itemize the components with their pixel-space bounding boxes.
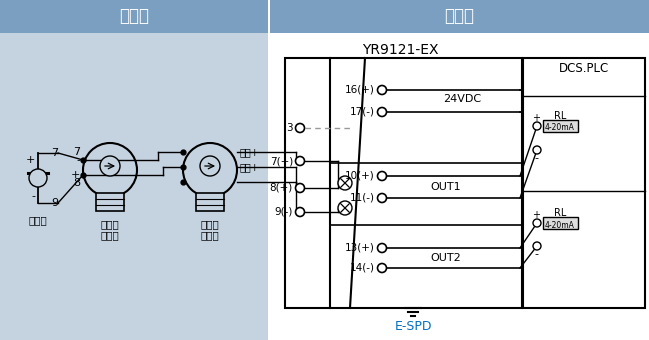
Text: 二线制
变送器: 二线制 变送器	[101, 219, 119, 241]
Bar	[285, 58, 522, 308]
Bar	[0, 33, 268, 340]
Circle shape	[378, 243, 387, 253]
Text: RL: RL	[554, 208, 566, 218]
Text: +: +	[25, 155, 35, 165]
Circle shape	[295, 123, 304, 133]
Bar	[0, 0, 268, 33]
Circle shape	[378, 264, 387, 272]
Circle shape	[378, 171, 387, 181]
Circle shape	[29, 169, 47, 187]
Circle shape	[533, 219, 541, 227]
Bar	[270, 0, 649, 33]
Text: RL: RL	[554, 111, 566, 121]
Text: 4-20mA: 4-20mA	[545, 123, 575, 133]
Circle shape	[533, 146, 541, 154]
Text: 7(+): 7(+)	[270, 156, 293, 166]
Text: +: +	[532, 210, 540, 220]
Circle shape	[295, 207, 304, 217]
Circle shape	[183, 143, 237, 197]
Text: 8(+): 8(+)	[270, 183, 293, 193]
Text: 三线制
变送器: 三线制 变送器	[201, 219, 219, 241]
Text: -: -	[76, 155, 80, 165]
Text: 信号+: 信号+	[240, 147, 260, 157]
Text: 8: 8	[73, 178, 80, 188]
Circle shape	[200, 156, 220, 176]
Text: 安全区: 安全区	[444, 7, 474, 26]
Bar	[543, 120, 578, 132]
Text: 14(-): 14(-)	[350, 263, 375, 273]
Text: 危险区: 危险区	[119, 7, 149, 26]
Circle shape	[378, 107, 387, 117]
Text: 10(+): 10(+)	[345, 171, 375, 181]
Text: 电流源: 电流源	[29, 215, 47, 225]
Text: +: +	[532, 113, 540, 123]
Text: -: -	[534, 153, 538, 163]
Circle shape	[533, 242, 541, 250]
Text: 11(-): 11(-)	[350, 193, 375, 203]
Text: 24VDC: 24VDC	[443, 94, 481, 104]
Text: -: -	[534, 249, 538, 259]
Circle shape	[533, 122, 541, 130]
Bar	[96, 193, 124, 211]
Bar	[543, 217, 578, 229]
Text: 4-20mA: 4-20mA	[545, 221, 575, 230]
Text: 16(+): 16(+)	[345, 85, 375, 95]
Text: 7: 7	[73, 147, 80, 157]
Text: 13(+): 13(+)	[345, 243, 375, 253]
Text: 7: 7	[51, 148, 58, 158]
Circle shape	[100, 156, 120, 176]
Text: 9(-): 9(-)	[275, 207, 293, 217]
Circle shape	[338, 176, 352, 190]
Text: E-SPD: E-SPD	[394, 320, 432, 333]
Text: OUT2: OUT2	[430, 253, 461, 263]
Text: DCS.PLC: DCS.PLC	[559, 63, 609, 75]
Circle shape	[378, 193, 387, 203]
Bar	[196, 193, 224, 211]
Circle shape	[83, 143, 137, 197]
Circle shape	[295, 184, 304, 192]
Text: -: -	[31, 191, 35, 201]
Circle shape	[378, 85, 387, 95]
Circle shape	[338, 201, 352, 215]
Text: 3: 3	[286, 123, 293, 133]
Text: 9: 9	[51, 198, 58, 208]
Text: 17(-): 17(-)	[350, 107, 375, 117]
Text: +: +	[71, 170, 80, 180]
Text: 电源+: 电源+	[240, 162, 260, 172]
Text: YR9121-EX: YR9121-EX	[361, 43, 438, 57]
Bar	[523, 58, 645, 308]
Text: -: -	[240, 177, 244, 187]
Text: OUT1: OUT1	[430, 182, 461, 192]
Circle shape	[295, 156, 304, 166]
